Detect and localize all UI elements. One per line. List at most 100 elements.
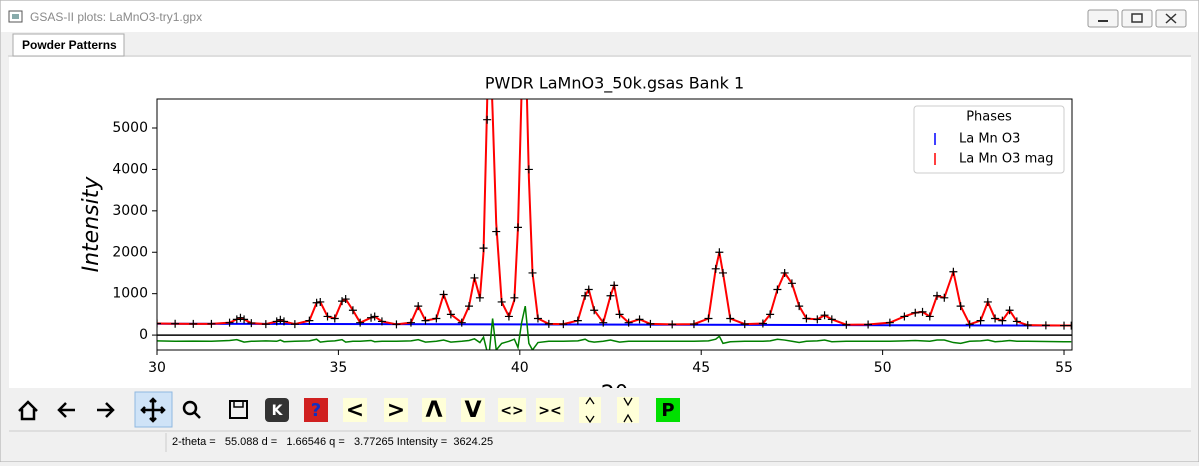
observed-point xyxy=(646,319,655,328)
observed-point xyxy=(983,297,992,306)
observed-point xyxy=(802,314,811,323)
observed-point xyxy=(1012,317,1021,326)
observed-point xyxy=(457,318,466,327)
toolbar-icons xyxy=(18,391,248,428)
toolbar-button[interactable] xyxy=(536,398,564,422)
observed-point xyxy=(533,314,542,323)
observed-point xyxy=(956,302,965,311)
back-icon[interactable] xyxy=(57,402,75,418)
chart: PWDR LaMnO3_50k.gsas Bank 1Intensity2θ01… xyxy=(79,74,1073,408)
observed-point xyxy=(820,311,829,320)
observed-point xyxy=(171,319,180,328)
y-tick-label: 1000 xyxy=(112,286,148,302)
plot-frame xyxy=(156,98,1073,351)
observed-point xyxy=(276,315,285,324)
y-tick-label: 2000 xyxy=(112,244,148,260)
toolbar-buttons: K? < > Λ V <> >< P xyxy=(265,398,680,423)
pan-icon xyxy=(140,397,166,423)
zoom-icon[interactable] xyxy=(182,400,198,416)
toolbar-button[interactable] xyxy=(265,398,289,422)
observed-point xyxy=(842,320,851,329)
observed-point xyxy=(606,291,615,300)
observed-point xyxy=(236,313,245,322)
observed-point xyxy=(305,316,314,325)
observed-point xyxy=(949,267,958,276)
toolbar-button[interactable] xyxy=(656,398,680,422)
observed-point xyxy=(1005,306,1014,315)
observed-point xyxy=(356,318,365,327)
y-tick-label: 3000 xyxy=(112,203,148,219)
x-tick-label: 30 xyxy=(148,360,166,376)
forward-icon[interactable] xyxy=(97,402,115,418)
zoom-handle xyxy=(193,411,201,419)
maximize-button[interactable] xyxy=(1121,9,1153,28)
observed-point xyxy=(711,264,720,273)
observed-point xyxy=(885,318,894,327)
observed-point xyxy=(668,320,677,329)
observed-point xyxy=(726,314,735,323)
observed-point xyxy=(497,297,506,306)
observed-point xyxy=(392,320,401,329)
observed-point xyxy=(795,302,804,311)
observed-point xyxy=(492,227,501,236)
x-tick-label: 45 xyxy=(692,360,710,376)
observed-point xyxy=(432,314,441,323)
expand-y-icon xyxy=(585,396,595,424)
shrink-y-icon xyxy=(623,397,633,423)
toolbar-button[interactable] xyxy=(461,398,485,422)
legend-box xyxy=(913,105,1065,174)
observed-point xyxy=(925,312,934,321)
observed-point xyxy=(225,318,234,327)
toolbar-button[interactable] xyxy=(304,398,328,422)
observed-point xyxy=(189,319,198,328)
y-tick-label: 0 xyxy=(139,327,148,343)
observed-point xyxy=(446,310,455,319)
window-controls xyxy=(1087,9,1187,28)
observed-point xyxy=(370,312,379,321)
toolbar-button[interactable] xyxy=(498,398,526,422)
observed-point xyxy=(559,320,568,329)
title-bar xyxy=(1,1,1198,32)
toolbar-button-label: V xyxy=(464,398,481,423)
tab[interactable] xyxy=(12,33,125,57)
observed-point xyxy=(232,315,241,324)
observed-point xyxy=(465,302,474,311)
home-icon[interactable] xyxy=(18,400,38,421)
expand-y-button[interactable] xyxy=(579,397,601,423)
observed-point xyxy=(475,293,484,302)
observed-point xyxy=(933,291,942,300)
observed-point xyxy=(421,316,430,325)
observed-point xyxy=(787,279,796,288)
toolbar-button[interactable] xyxy=(422,398,446,422)
minimize-button[interactable] xyxy=(1087,9,1119,28)
observed-point xyxy=(918,307,927,316)
observed-point xyxy=(758,319,767,328)
observed-point xyxy=(581,291,590,300)
plot-area xyxy=(157,99,1072,350)
shrink-y-button[interactable] xyxy=(617,397,639,423)
x-tick-label: 40 xyxy=(511,360,529,376)
observed-point xyxy=(766,310,775,319)
observed-point xyxy=(510,293,519,302)
toolbar-button-label: K xyxy=(272,403,284,419)
toolbar-button-label: P xyxy=(661,400,674,421)
toolbar-extra-icons xyxy=(579,396,639,424)
observed-point xyxy=(998,316,1007,325)
observed-point xyxy=(940,293,949,302)
toolbar-button[interactable] xyxy=(384,398,408,422)
observed-point xyxy=(544,319,553,328)
observed-point xyxy=(624,318,633,327)
observed-point xyxy=(367,313,376,322)
status-text: 2-theta = 55.088 d = 1.66546 q = 3.77265… xyxy=(172,436,493,448)
x-tick-label: 50 xyxy=(874,360,892,376)
observed-point xyxy=(590,306,599,315)
toolbar-button[interactable] xyxy=(343,398,367,422)
observed-point xyxy=(316,297,325,306)
tab-label: Powder Patterns xyxy=(22,38,117,52)
observed-point xyxy=(279,317,288,326)
observed-point xyxy=(1041,321,1050,330)
observed-point xyxy=(470,273,479,282)
app-icon-inner xyxy=(12,14,19,19)
